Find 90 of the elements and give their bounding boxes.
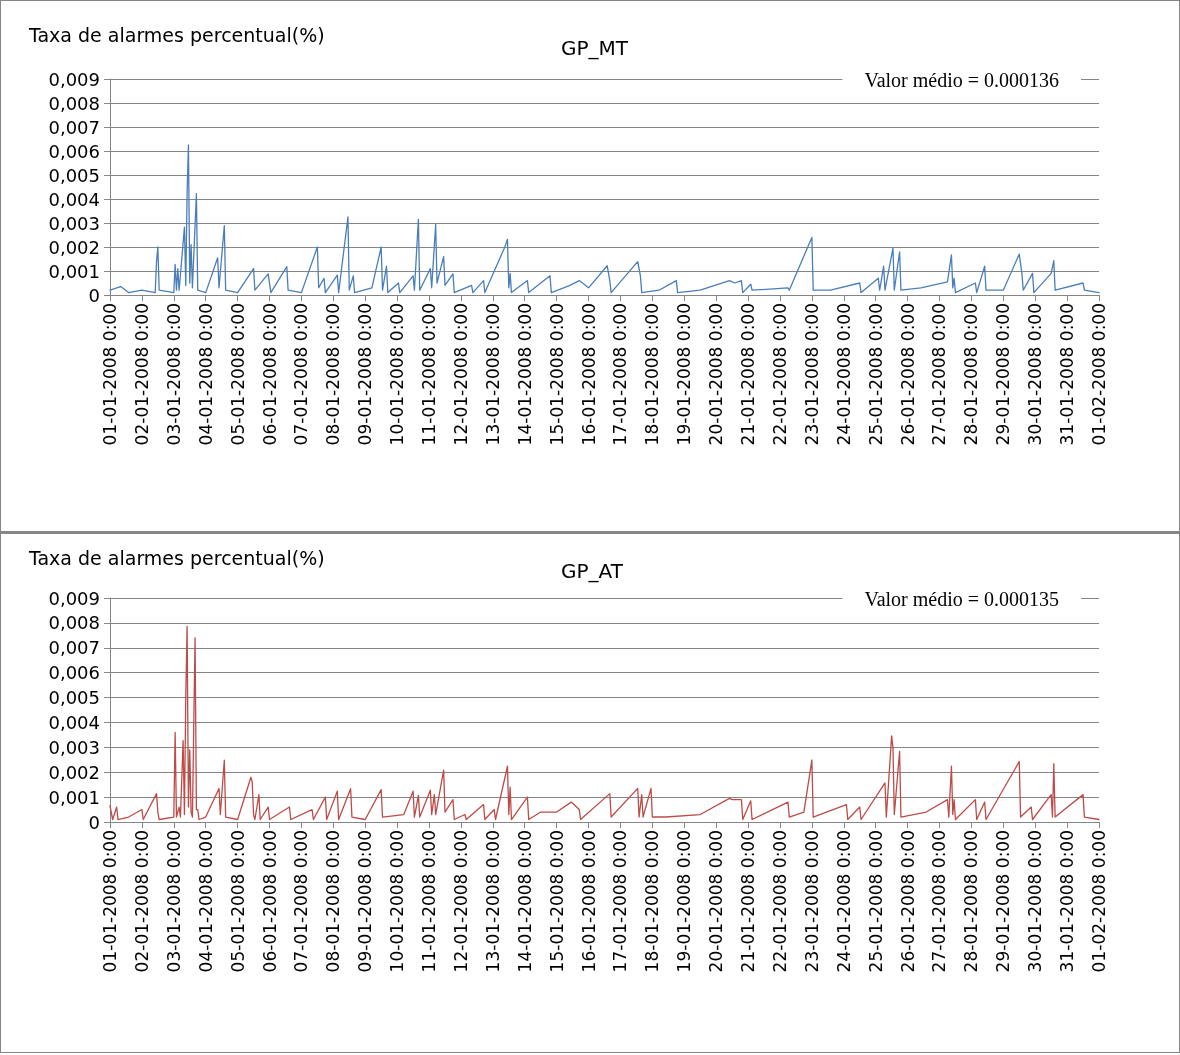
x-tick-label: 27-01-2008 0:00 [929, 830, 950, 973]
x-tick-label: 11-01-2008 0:00 [419, 303, 440, 446]
x-tick-label: 17-01-2008 0:00 [610, 303, 631, 446]
y-tick-label: 0,002 [48, 761, 100, 783]
x-tick-label: 16-01-2008 0:00 [578, 830, 599, 973]
x-tick-label: 29-01-2008 0:00 [993, 830, 1014, 973]
x-tick-label: 06-01-2008 0:00 [259, 303, 280, 446]
y-axis-title: Taxa de alarmes percentual(%) [28, 23, 325, 46]
x-tick-label: 31-01-2008 0:00 [1057, 830, 1078, 973]
x-tick-label: 22-01-2008 0:00 [769, 303, 790, 446]
y-tick-label: 0,005 [48, 164, 100, 186]
x-tick-label: 23-01-2008 0:00 [801, 830, 822, 973]
x-tick-label: 07-01-2008 0:00 [291, 830, 312, 973]
y-tick-label: 0,008 [48, 92, 100, 114]
x-tick-label: 09-01-2008 0:00 [355, 830, 376, 973]
x-tick-label: 27-01-2008 0:00 [929, 303, 950, 446]
x-tick-label: 31-01-2008 0:00 [1057, 303, 1078, 446]
x-tick-label: 21-01-2008 0:00 [738, 303, 759, 446]
x-tick-label: 29-01-2008 0:00 [993, 303, 1014, 446]
chart-title: GP_AT [561, 559, 624, 583]
x-tick-label: 13-01-2008 0:00 [482, 303, 503, 446]
x-tick-label: 22-01-2008 0:00 [769, 830, 790, 973]
x-tick-label: 08-01-2008 0:00 [323, 830, 344, 973]
chart-title: GP_MT [561, 36, 629, 60]
x-tick-label: 03-01-2008 0:00 [163, 830, 184, 973]
x-tick-label: 15-01-2008 0:00 [546, 303, 567, 446]
x-tick-label: 24-01-2008 0:00 [833, 303, 854, 446]
x-tick-label: 13-01-2008 0:00 [482, 830, 503, 973]
x-tick-label: 26-01-2008 0:00 [897, 830, 918, 973]
x-tick-label: 16-01-2008 0:00 [578, 303, 599, 446]
x-tick-label: 18-01-2008 0:00 [642, 830, 663, 973]
x-tick-label: 26-01-2008 0:00 [897, 303, 918, 446]
y-tick-label: 0,006 [48, 140, 100, 162]
x-tick-label: 02-01-2008 0:00 [131, 303, 152, 446]
x-tick-label: 25-01-2008 0:00 [865, 303, 886, 446]
x-tick-label: 08-01-2008 0:00 [323, 303, 344, 446]
y-tick-label: 0,002 [48, 236, 100, 258]
x-tick-label: 20-01-2008 0:00 [706, 303, 727, 446]
y-tick-label: 0,006 [48, 662, 100, 684]
x-tick-label: 10-01-2008 0:00 [387, 303, 408, 446]
x-tick-label: 07-01-2008 0:00 [291, 303, 312, 446]
x-tick-label: 02-01-2008 0:00 [131, 830, 152, 973]
x-tick-label: 19-01-2008 0:00 [674, 830, 695, 973]
x-tick-label: 15-01-2008 0:00 [546, 830, 567, 973]
y-tick-label: 0,004 [48, 711, 100, 733]
x-tick-label: 30-01-2008 0:00 [1025, 830, 1046, 973]
y-tick-label: 0,005 [48, 687, 100, 709]
y-tick-label: 0 [88, 284, 100, 306]
x-tick-label: 28-01-2008 0:00 [961, 303, 982, 446]
y-tick-label: 0,009 [48, 587, 100, 609]
annotation: Valor médio = 0.000135 [864, 588, 1059, 610]
x-tick-label: 14-01-2008 0:00 [514, 303, 535, 446]
x-tick-label: 24-01-2008 0:00 [833, 830, 854, 973]
x-tick-label: 04-01-2008 0:00 [195, 303, 216, 446]
x-tick-label: 06-01-2008 0:00 [259, 830, 280, 973]
y-tick-label: 0,004 [48, 188, 100, 210]
y-tick-label: 0,009 [48, 68, 100, 90]
x-tick-label: 19-01-2008 0:00 [674, 303, 695, 446]
x-tick-label: 20-01-2008 0:00 [706, 830, 727, 973]
y-tick-label: 0,003 [48, 736, 100, 758]
x-tick-label: 17-01-2008 0:00 [610, 830, 631, 973]
x-tick-label: 30-01-2008 0:00 [1025, 303, 1046, 446]
x-tick-label: 12-01-2008 0:00 [450, 303, 471, 446]
y-tick-label: 0,007 [48, 637, 100, 659]
x-tick-label: 03-01-2008 0:00 [163, 303, 184, 446]
y-tick-label: 0,003 [48, 212, 100, 234]
x-tick-label: 11-01-2008 0:00 [419, 830, 440, 973]
x-tick-label: 01-01-2008 0:00 [100, 303, 120, 446]
x-tick-label: 01-01-2008 0:00 [100, 830, 120, 973]
y-tick-label: 0,007 [48, 116, 100, 138]
x-tick-label: 23-01-2008 0:00 [801, 303, 822, 446]
x-tick-label: 18-01-2008 0:00 [642, 303, 663, 446]
x-tick-label: 25-01-2008 0:00 [865, 830, 886, 973]
annotation: Valor médio = 0.000136 [864, 69, 1059, 91]
x-tick-label: 04-01-2008 0:00 [195, 830, 216, 973]
y-tick-label: 0,001 [48, 260, 100, 282]
y-tick-label: 0,001 [48, 786, 100, 808]
x-tick-label: 05-01-2008 0:00 [227, 303, 248, 446]
x-tick-label: 28-01-2008 0:00 [961, 830, 982, 973]
y-tick-label: 0 [88, 811, 100, 833]
x-tick-label: 09-01-2008 0:00 [355, 303, 376, 446]
x-tick-label: 05-01-2008 0:00 [227, 830, 248, 973]
y-axis-title: Taxa de alarmes percentual(%) [28, 546, 325, 569]
x-tick-label: 01-02-2008 0:00 [1089, 303, 1109, 446]
x-tick-label: 14-01-2008 0:00 [514, 830, 535, 973]
x-tick-label: 12-01-2008 0:00 [450, 830, 471, 973]
x-tick-label: 01-02-2008 0:00 [1089, 830, 1109, 973]
y-tick-label: 0,008 [48, 612, 100, 634]
x-tick-label: 21-01-2008 0:00 [738, 830, 759, 973]
x-tick-label: 10-01-2008 0:00 [387, 830, 408, 973]
